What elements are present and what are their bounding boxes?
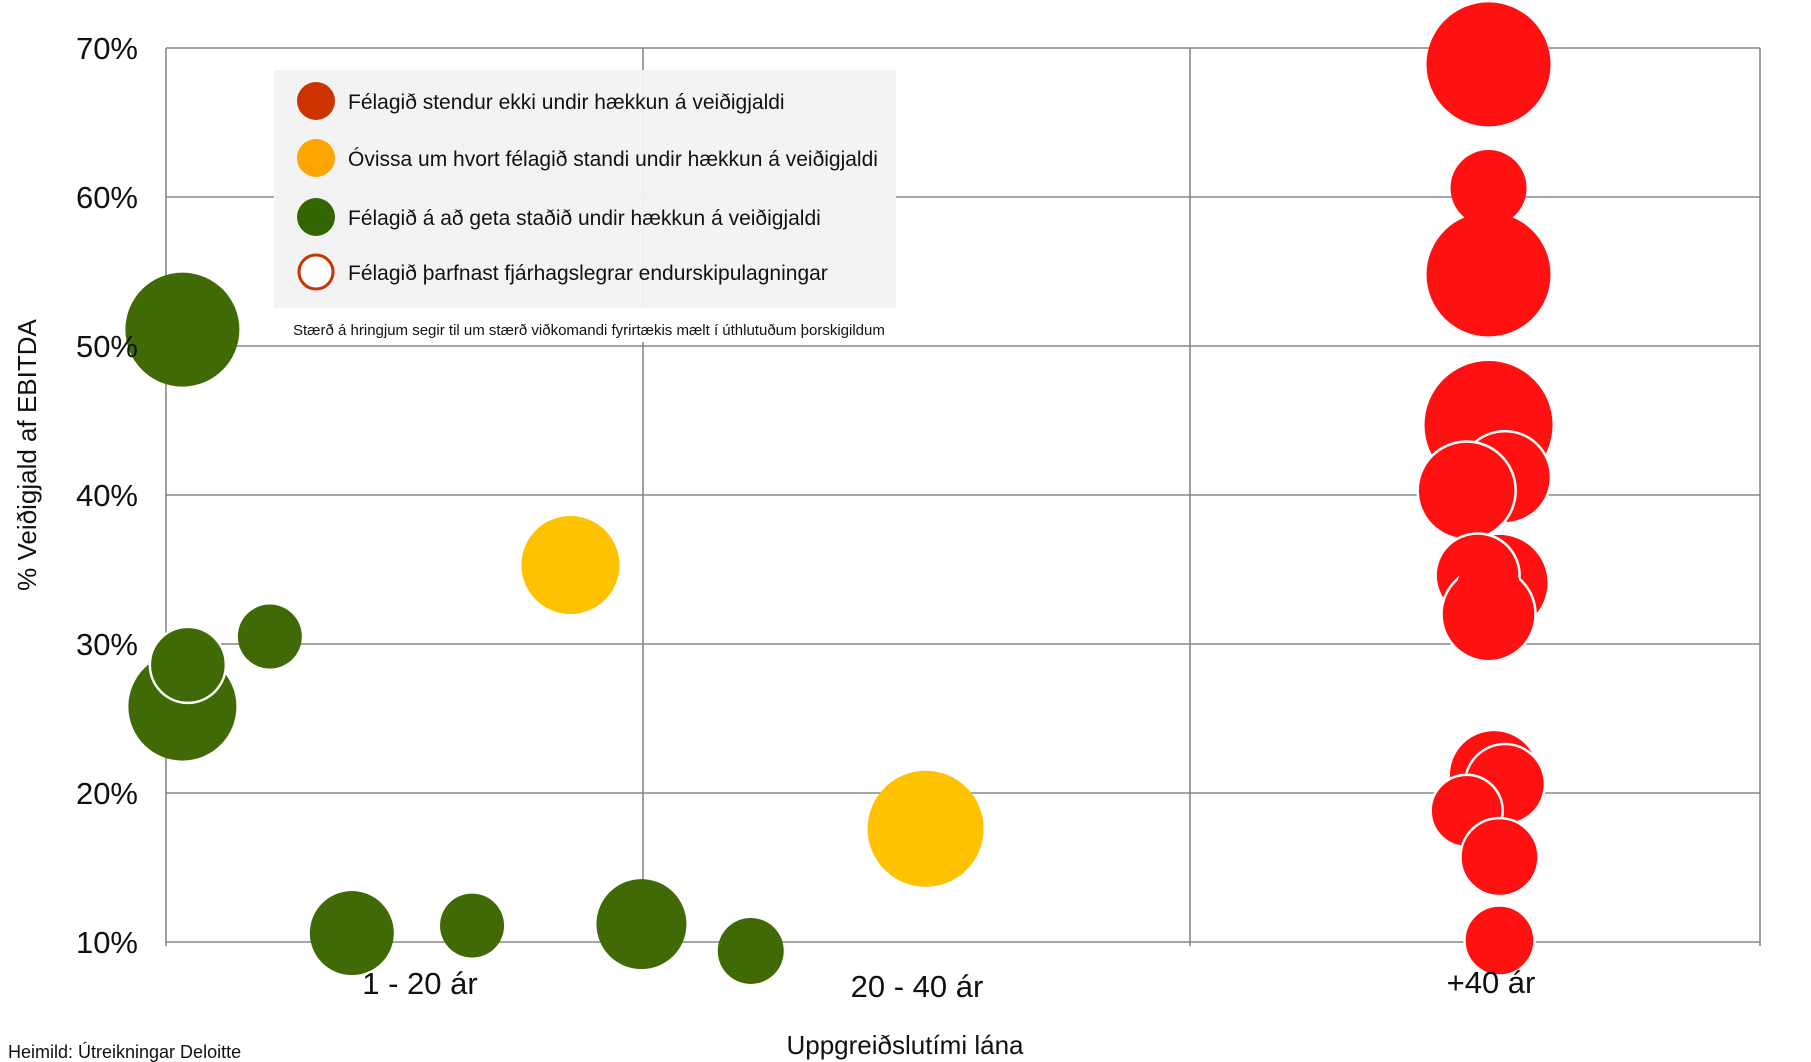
y-tick-label: 30% <box>76 627 138 662</box>
legend-swatch <box>297 198 335 236</box>
bubble-red-restructure <box>1459 816 1540 898</box>
x-axis-title: Uppgreiðslutími lána <box>786 1030 1024 1060</box>
legend: Félagið stendur ekki undir hækkun á veið… <box>274 70 896 308</box>
bubble-green <box>596 879 687 970</box>
bubbles <box>125 2 1553 984</box>
bubble-yellow <box>521 516 620 615</box>
bubble-red-restructure <box>1416 440 1517 541</box>
bubble-yellow <box>867 770 984 887</box>
legend-label: Óvissa um hvort félagið standi undir hæk… <box>348 148 878 171</box>
bubble-red <box>1426 212 1551 337</box>
y-tick-label: 40% <box>76 478 138 513</box>
bubble-green-restructure <box>148 625 228 705</box>
bubble-red <box>1450 150 1527 227</box>
legend-box <box>274 70 896 308</box>
legend-swatch <box>297 253 335 291</box>
bubble-red <box>1456 556 1521 621</box>
legend-label: Félagið á að geta staðið undir hækkun á … <box>348 207 821 230</box>
note-background <box>274 308 976 342</box>
legend-label: Félagið stendur ekki undir hækkun á veið… <box>348 91 785 114</box>
y-ticks: 10% 20% 30% 40% 50% 60% 70% <box>76 31 138 960</box>
x-category-label: +40 ár <box>1447 965 1536 1000</box>
bubble-green <box>440 893 505 958</box>
size-note: Stærð á hringjum segir til um stærð viðk… <box>293 322 885 339</box>
bubble-green <box>125 272 240 387</box>
source-note: Heimild: Útreikningar Deloitte <box>8 1041 241 1062</box>
bubble-green <box>717 917 784 984</box>
y-tick-label: 60% <box>76 180 138 215</box>
y-tick-label: 50% <box>76 329 138 364</box>
bubble-red <box>1426 2 1551 127</box>
y-tick-label: 10% <box>76 925 138 960</box>
legend-swatch <box>297 139 335 177</box>
x-category-label: 1 - 20 ár <box>362 966 477 1001</box>
y-axis-title: % Veiðigjald af EBITDA <box>12 319 42 591</box>
y-tick-label: 70% <box>76 31 138 66</box>
x-categories: 1 - 20 ár 20 - 40 ár +40 ár <box>362 965 1535 1004</box>
y-tick-label: 20% <box>76 776 138 811</box>
legend-swatch <box>297 82 335 120</box>
x-category-label: 20 - 40 ár <box>851 969 984 1004</box>
legend-label: Félagið þarfnast fjárhagslegrar endurski… <box>348 262 828 285</box>
bubble-green <box>237 604 302 669</box>
bubble-green <box>309 891 394 976</box>
bubble-red-restructure <box>1463 904 1536 977</box>
